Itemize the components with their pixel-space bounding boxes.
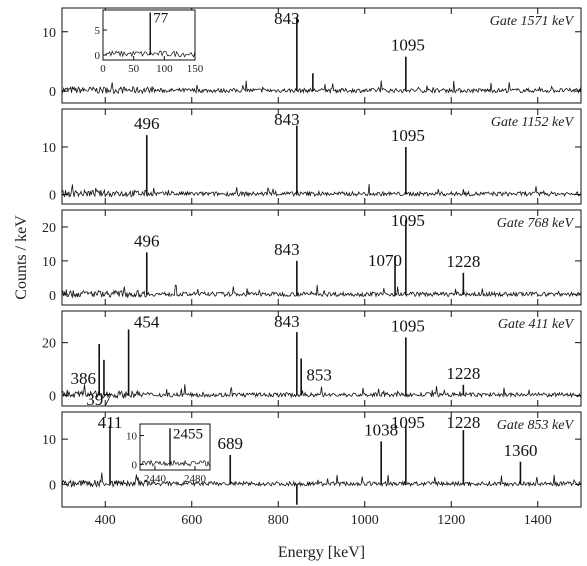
peak-label: 397: [86, 390, 112, 409]
inset-spectrum-trace: [102, 50, 196, 58]
peak-label: 843: [274, 312, 300, 331]
inset-y-tick-label: 0: [95, 50, 101, 62]
y-tick-label: 10: [42, 141, 56, 156]
spectrum-trace: [61, 80, 582, 95]
gate-label: Gate 768 keV: [497, 216, 575, 231]
inset-peak-label: 2455: [173, 426, 203, 442]
peak-label: 454: [134, 312, 160, 331]
x-tick-label: 800: [268, 513, 289, 528]
y-tick-label: 20: [42, 337, 56, 352]
spectrum-trace: [61, 384, 582, 400]
inset-frame: [102, 9, 196, 61]
y-tick-label: 10: [42, 255, 56, 270]
gate-label: Gate 411 keV: [498, 317, 575, 332]
spectrum-trace: [61, 183, 582, 198]
peak-label: 1228: [446, 252, 480, 271]
panel-frame: [61, 108, 582, 205]
peak-label: 853: [306, 366, 332, 385]
peak-label: 1095: [391, 126, 425, 145]
y-tick-label: 0: [49, 189, 56, 204]
peak-label: 386: [70, 369, 96, 388]
inset-x-tick-label: 2480: [184, 473, 207, 485]
inset-peak-label: 77: [153, 11, 169, 27]
inset-x-tick-label: 0: [100, 63, 106, 75]
y-tick-label: 20: [42, 221, 56, 236]
x-tick-label: 400: [95, 513, 116, 528]
peak-label: 1095: [391, 316, 425, 335]
peak-label: 1070: [368, 251, 402, 270]
x-axis-title: Energy [keV]: [278, 544, 365, 561]
inset-y-tick-label: 0: [132, 459, 138, 471]
peak-label: 1095: [391, 211, 425, 230]
gate-label: Gate 1152 keV: [491, 115, 575, 130]
x-tick-label: 1000: [351, 513, 379, 528]
panel-frame: [61, 209, 582, 306]
gate-label: Gate 853 keV: [497, 418, 575, 433]
peak-label: 411: [98, 413, 123, 432]
x-tick-label: 1400: [524, 513, 552, 528]
inset-x-tick-label: 150: [187, 63, 204, 75]
inset-y-tick-label: 10: [126, 431, 138, 443]
peak-label: 1228: [446, 413, 480, 432]
panel-frame: [61, 7, 582, 104]
peak-label: 1038: [364, 420, 398, 439]
inset-x-tick-label: 2440: [144, 473, 167, 485]
y-tick-label: 10: [42, 433, 56, 448]
peak-label: 1360: [503, 441, 537, 460]
peak-label: 843: [274, 240, 300, 259]
peak-label: 843: [274, 9, 300, 28]
x-tick-label: 600: [181, 513, 202, 528]
spectrum-trace: [61, 472, 582, 488]
peak-label: 689: [217, 434, 243, 453]
y-tick-label: 10: [42, 26, 56, 41]
y-tick-label: 0: [49, 85, 56, 100]
inset-x-tick-label: 50: [128, 63, 140, 75]
panel-frame: [61, 411, 582, 508]
peak-label: 496: [134, 231, 160, 250]
peak-label: 496: [134, 114, 160, 133]
inset-spectrum-trace: [139, 459, 211, 467]
gate-label: Gate 1571 keV: [490, 14, 575, 29]
peak-label: 1095: [391, 413, 425, 432]
panel-frame: [61, 310, 582, 407]
y-axis-title: Counts / keV: [13, 215, 30, 300]
peak-label: 843: [274, 110, 300, 129]
x-tick-label: 1200: [437, 513, 465, 528]
spectrum-trace: [61, 284, 582, 299]
peak-label: 1095: [391, 36, 425, 55]
y-tick-label: 0: [49, 478, 56, 493]
inset-x-tick-label: 100: [156, 63, 173, 75]
y-tick-label: 0: [49, 289, 56, 304]
inset-y-tick-label: 5: [95, 25, 101, 37]
peak-label: 1228: [446, 364, 480, 383]
y-tick-label: 0: [49, 389, 56, 404]
